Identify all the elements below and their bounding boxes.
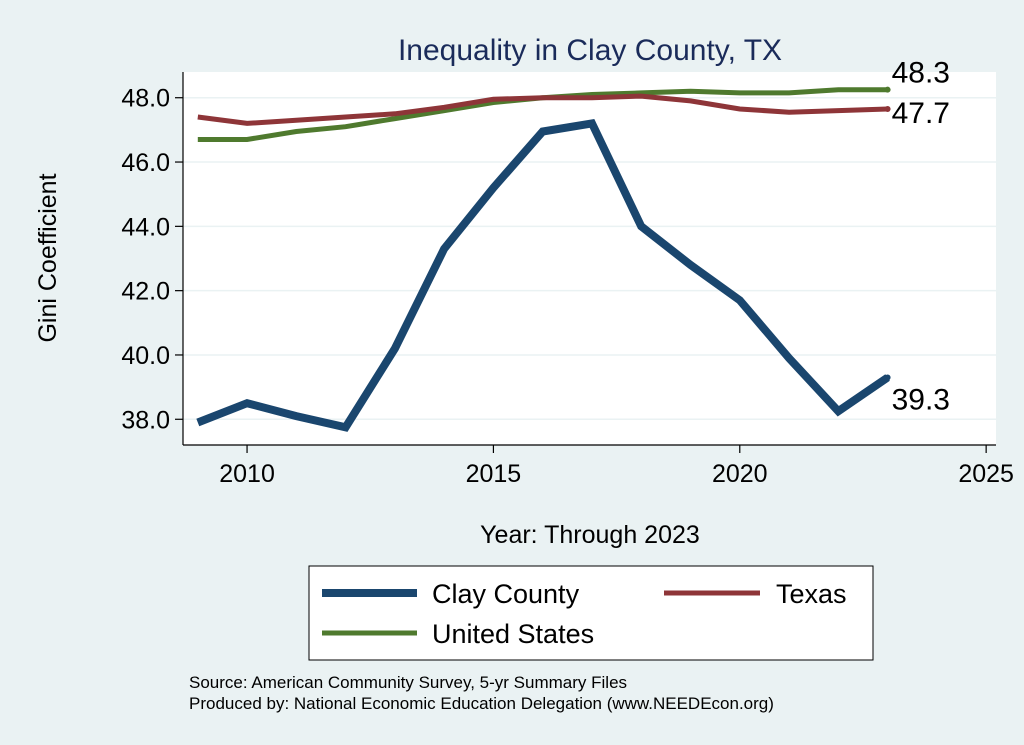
- legend-label-clay-county: Clay County: [432, 579, 580, 609]
- series-lines: [196, 86, 891, 432]
- y-tick-label-40: 40.0: [121, 342, 170, 370]
- series-line-texas: [197, 93, 888, 126]
- source-note: Source: American Community Survey, 5-yr …: [189, 673, 627, 692]
- series-end-marker-texas: [884, 105, 891, 112]
- series-end-marker-united-states: [884, 86, 891, 93]
- y-tick-label-46: 46.0: [121, 149, 170, 177]
- chart-title: Inequality in Clay County, TX: [398, 34, 782, 67]
- series-end-marker-clay-county: [884, 374, 891, 381]
- y-tick-label-38: 38.0: [121, 406, 170, 434]
- y-tick-label-48: 48.0: [121, 85, 170, 113]
- end-label-texas: 47.7: [892, 97, 950, 130]
- y-tick-label-44: 44.0: [121, 213, 170, 241]
- end-value-labels: 39.3 47.7 48.3: [892, 57, 950, 417]
- x-tick-label-2020: 2020: [712, 460, 768, 488]
- x-axis-label: Year: Through 2023: [480, 521, 700, 549]
- series-line-clay-county: [196, 118, 890, 432]
- y-tick-label-42: 42.0: [121, 278, 170, 306]
- legend: Clay County Texas United States: [308, 565, 874, 661]
- legend-label-united-states: United States: [432, 619, 594, 649]
- x-tick-label-2010: 2010: [219, 460, 275, 488]
- x-axis-ticks: 2010 2015 2020 2025: [219, 445, 1014, 488]
- legend-box: [308, 565, 874, 661]
- end-label-united-states: 48.3: [892, 57, 950, 90]
- plot-area: [183, 72, 996, 445]
- end-label-clay-county: 39.3: [892, 383, 950, 416]
- x-tick-label-2025: 2025: [958, 460, 1014, 488]
- legend-label-texas: Texas: [776, 579, 847, 609]
- y-axis-ticks: 38.0 40.0 42.0 44.0 46.0 48.0: [121, 85, 183, 434]
- producer-note: Produced by: National Economic Education…: [189, 694, 774, 713]
- y-axis-label: Gini Coefficient: [34, 173, 62, 342]
- x-tick-label-2015: 2015: [466, 460, 522, 488]
- axes: [182, 72, 996, 446]
